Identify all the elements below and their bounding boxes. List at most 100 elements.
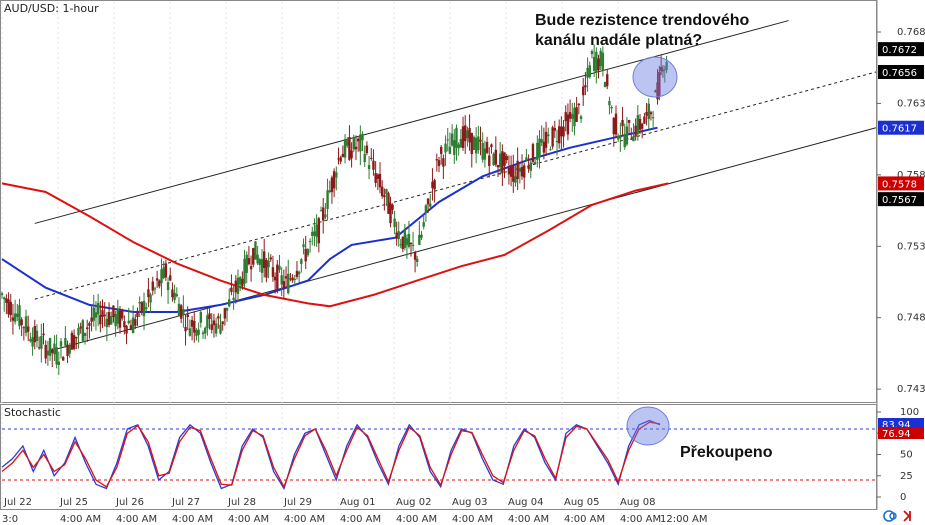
candle-body [378, 173, 382, 188]
candle-body [61, 357, 65, 361]
candle-body [614, 113, 618, 135]
candle-body [370, 157, 373, 159]
candle-body [407, 233, 411, 247]
candle-body [88, 323, 91, 326]
candle-body [42, 333, 45, 336]
candle-body [86, 327, 89, 330]
x-date-label: Aug 03 [452, 497, 487, 508]
candle-body [129, 325, 133, 330]
candle-body [125, 325, 128, 334]
candle-body [464, 125, 467, 142]
candle-body [238, 277, 242, 285]
candle-body [457, 144, 460, 149]
candle-body [603, 82, 607, 87]
candle-body [55, 347, 58, 365]
candle-body [566, 114, 570, 135]
candle-body [160, 269, 163, 284]
candle-body [27, 326, 30, 332]
candle-body [399, 244, 402, 246]
candle-body [112, 305, 115, 318]
candle-body [638, 118, 642, 130]
candle-body [442, 158, 445, 167]
candle-body [280, 275, 283, 285]
candle-body [293, 278, 296, 280]
channel-resistance-annotation: Bude rezistence trendového kanálu nadále … [535, 12, 750, 49]
candle-body [411, 244, 415, 246]
x-date-label: Jul 28 [227, 497, 256, 508]
candle-body [479, 139, 482, 142]
price-tag [878, 42, 924, 57]
price-tag-label: 0.7567 [882, 195, 917, 206]
candle-body [531, 144, 535, 162]
moving-average-line [1, 182, 669, 308]
candle-body [297, 271, 301, 275]
candle-body [352, 136, 355, 150]
price-tag [878, 120, 924, 135]
candle-body [46, 350, 50, 356]
stochastic-tag [878, 427, 924, 439]
highlight-circle-stochastic [626, 406, 670, 446]
x-date-label: Jul 29 [283, 497, 312, 508]
candle-body [612, 117, 615, 135]
candle-body [70, 332, 74, 350]
channel-line-solid [34, 20, 789, 224]
candle-body [199, 312, 203, 323]
candle-body [621, 120, 624, 127]
candle-body [496, 164, 500, 168]
stochastic-tick-label: 100 [900, 407, 919, 418]
candle-body [75, 336, 78, 339]
candle-body [610, 107, 613, 109]
candle-body [142, 301, 146, 317]
x-time-label: 4:00 AM [396, 514, 437, 525]
sync-icon[interactable] [883, 510, 897, 522]
candle-body [501, 151, 504, 174]
candle-body [72, 335, 76, 349]
candle-body [361, 133, 364, 141]
candle-body [155, 278, 159, 281]
x-date-label: Jul 26 [115, 497, 144, 508]
candle-body [162, 267, 165, 279]
candle-body [145, 307, 148, 310]
candle-body [461, 126, 465, 148]
candle-body [232, 297, 235, 300]
candle-body [659, 67, 663, 71]
candle-body [520, 166, 524, 177]
candle-body [448, 146, 452, 154]
candle-body [188, 328, 192, 336]
candle-body [422, 222, 425, 227]
candle-body [492, 153, 495, 166]
candle-body [656, 82, 659, 100]
candle-body [101, 310, 104, 317]
candle-body [197, 329, 200, 335]
candle-body [64, 338, 67, 346]
x-time-label: 12:00 AM [660, 514, 707, 525]
highlight-circle-price [632, 56, 678, 98]
candle-body [645, 111, 648, 116]
candle-body [619, 135, 622, 139]
candle-body [389, 203, 392, 224]
candle-body [195, 329, 198, 336]
candle-body [488, 155, 491, 166]
candle-body [549, 149, 552, 151]
candle-body [477, 136, 480, 151]
candle-body [243, 258, 246, 284]
candle-body [225, 307, 229, 311]
x-time-label: 4:00 AM [620, 514, 661, 525]
candle-body [169, 275, 172, 281]
candle-body [326, 190, 329, 209]
go-to-realtime-icon[interactable] [903, 510, 911, 522]
candle-body [446, 139, 449, 141]
candle-body [151, 281, 154, 291]
candle-body [474, 137, 478, 154]
candle-body [555, 140, 559, 143]
candle-body [426, 198, 430, 205]
candle-body [153, 288, 157, 290]
candle-body [359, 134, 362, 152]
candle-body [77, 328, 80, 336]
candle-body [118, 310, 122, 328]
candle-body [171, 289, 174, 298]
candle-body [625, 126, 629, 145]
stochastic-tick-label: 0 [900, 492, 906, 503]
candle-body [455, 127, 458, 148]
